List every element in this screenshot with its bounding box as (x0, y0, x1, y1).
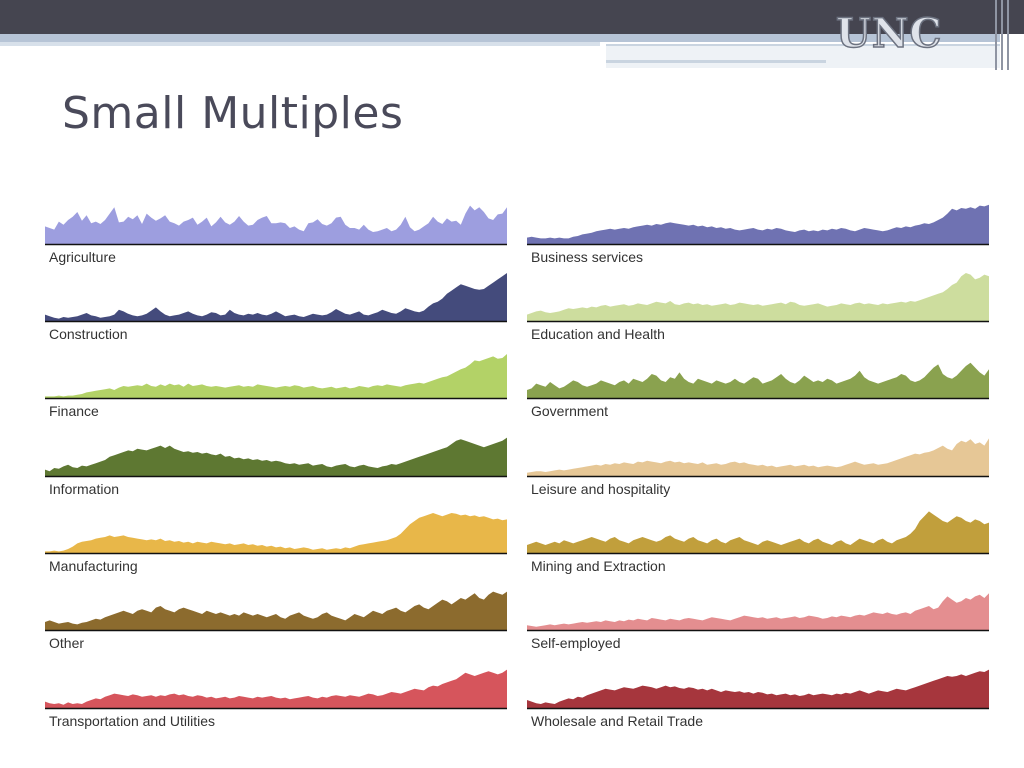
label-information: Information (49, 481, 119, 497)
label-self-employed: Self-employed (531, 635, 621, 651)
panel-information: Information (45, 437, 507, 497)
header-accent-stripe (0, 42, 600, 46)
area-manufacturing (45, 513, 507, 553)
area-leisure-and-hospitality (527, 438, 989, 476)
panel-self-employed: Self-employed (527, 593, 989, 651)
panel-construction: Construction (45, 273, 507, 342)
header-accent-band (0, 34, 1000, 42)
area-finance (45, 354, 507, 398)
header-vertical-lines (995, 0, 1024, 70)
panel-wholesale-and-retail-trade: Wholesale and Retail Trade (527, 669, 989, 729)
area-transportation-and-utilities (45, 669, 507, 708)
area-agriculture (45, 205, 507, 244)
panel-business-services: Business services (527, 204, 989, 265)
label-government: Government (531, 403, 608, 419)
slide-title: Small Multiples (62, 88, 404, 139)
label-wholesale-and-retail-trade: Wholesale and Retail Trade (531, 713, 703, 729)
area-business-services (527, 204, 989, 244)
label-business-services: Business services (531, 249, 643, 265)
unc-logo: UNC (835, 10, 943, 57)
panel-manufacturing: Manufacturing (45, 513, 507, 574)
slide-header-bar (0, 0, 1024, 34)
label-manufacturing: Manufacturing (49, 558, 138, 574)
label-transportation-and-utilities: Transportation and Utilities (49, 713, 215, 729)
panel-government: Government (527, 362, 989, 419)
area-other (45, 591, 507, 630)
label-education-and-health: Education and Health (531, 326, 665, 342)
header-accent-line (606, 60, 826, 63)
label-finance: Finance (49, 403, 99, 419)
panel-agriculture: Agriculture (45, 205, 507, 265)
panel-other: Other (45, 591, 507, 651)
area-education-and-health (527, 273, 989, 321)
label-leisure-and-hospitality: Leisure and hospitality (531, 481, 670, 497)
panel-transportation-and-utilities: Transportation and Utilities (45, 669, 507, 729)
panel-education-and-health: Education and Health (527, 273, 989, 342)
area-government (527, 362, 989, 398)
area-self-employed (527, 593, 989, 630)
label-mining-and-extraction: Mining and Extraction (531, 558, 666, 574)
panel-leisure-and-hospitality: Leisure and hospitality (527, 438, 989, 497)
area-wholesale-and-retail-trade (527, 669, 989, 708)
header-accent-panel (606, 44, 1000, 68)
label-agriculture: Agriculture (49, 249, 116, 265)
area-construction (45, 273, 507, 321)
panel-mining-and-extraction: Mining and Extraction (527, 511, 989, 574)
panel-finance: Finance (45, 354, 507, 419)
label-construction: Construction (49, 326, 128, 342)
area-mining-and-extraction (527, 511, 989, 553)
label-other: Other (49, 635, 84, 651)
area-information (45, 437, 507, 476)
